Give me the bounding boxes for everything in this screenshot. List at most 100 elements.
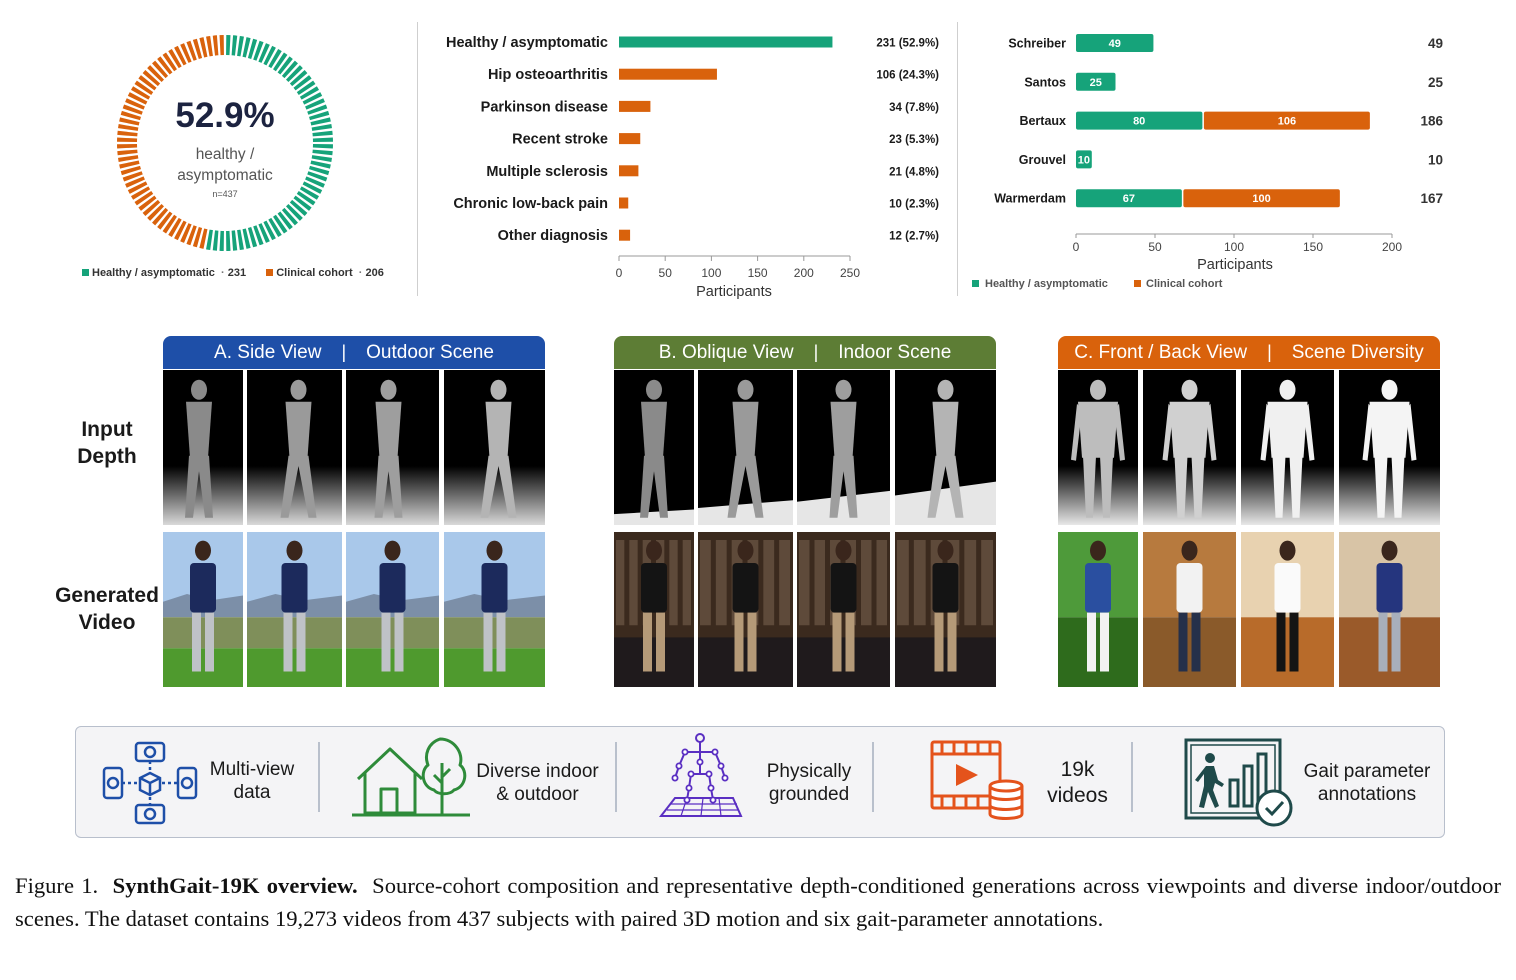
donut-segment-healthy [212,230,219,251]
generated-video-frame [444,532,545,687]
category-label: Hip osteoarthritis [488,67,608,83]
bar [619,68,717,80]
feature-divider [1131,742,1133,812]
generated-video-frame [614,532,694,687]
data-label: 25 [1090,77,1102,89]
donut-segment-clinical [118,155,139,162]
feature-4-line-2: videos [1047,784,1108,807]
panel-b-subtitle: Indoor Scene [838,341,952,363]
donut-segment-clinical [206,36,213,57]
donut-segment-healthy [307,171,328,182]
feature-2-line-1: Diverse indoor [476,761,599,782]
feature-1-line-1: Multi-view [209,759,295,780]
data-label: 67 [1123,193,1135,205]
video-database-icon [930,740,1024,820]
data-label: 80 [1133,116,1145,128]
video-image [1058,532,1138,687]
legend-label-healthy: Healthy / asymptomatic [92,267,215,279]
feature-3-line-1: Physically [766,761,852,782]
legend-swatch-healthy [972,280,979,287]
panel-c-separator: | [1267,342,1272,362]
donut-segment-healthy [253,225,264,246]
walking-person [641,540,667,672]
bar [619,165,639,177]
donut-segment-healthy [305,98,325,110]
depth-frame [247,370,342,525]
panel-a-title: A. Side View [214,341,322,363]
donut-segment-clinical [125,176,145,188]
donut-segment-healthy [286,204,303,221]
donut-segment-clinical [199,228,208,249]
donut-segment-clinical [219,35,224,56]
caption-text: Source-cohort composition and representa… [15,873,1501,931]
feature-divider [318,742,320,812]
donut-segment-healthy [247,38,258,59]
total-label: 10 [1428,152,1443,167]
video-image [1241,532,1334,687]
donut-segment-clinical [122,171,143,182]
donut-segment-healthy [263,45,276,66]
depth-image [698,370,793,525]
walking-person [732,540,759,672]
donut-label-2: asymptomatic [177,167,273,184]
generated-video-frame [1339,532,1440,687]
donut-segment-healthy [231,35,238,56]
divider [417,22,418,296]
donut-segment-clinical [174,45,187,66]
row-label-generated-video: Generated Video [52,582,162,636]
walking-person [1376,540,1403,672]
donut-segment-healthy [226,35,231,56]
donut-segment-clinical [212,35,219,56]
donut-segment-clinical [199,37,208,58]
gait-annotation-icon [1184,738,1293,827]
bar [619,197,629,209]
x-tick-label: 50 [659,266,673,280]
feature-5-line-2: annotations [1317,784,1417,805]
category-label: Bertaux [1019,114,1066,128]
donut-segment-healthy [310,117,331,126]
data-label: 23 (5.3%) [889,134,939,146]
x-tick-label: 0 [1073,240,1080,254]
depth-frame [797,370,890,525]
walking-person [1085,540,1111,672]
donut-segment-clinical [142,199,161,216]
depth-frame [1339,370,1440,525]
person-silhouette [1071,379,1125,518]
donut-segment-healthy [237,229,244,250]
depth-frame [1143,370,1236,525]
donut-segment-healthy [305,176,325,188]
legend-label-clinical: Clinical cohort [276,267,353,279]
donut-label-1: healthy / [195,146,255,163]
donut-segment-healthy [237,36,244,57]
bar [1203,111,1370,130]
donut-segment-healthy [281,60,298,79]
depth-image [1241,370,1334,525]
donut-segment-healthy [231,230,238,251]
data-label: 100 [1252,193,1270,205]
donut-segment-clinical [157,211,173,230]
donut-segment-healthy [281,207,298,226]
depth-frame [346,370,439,525]
depth-frame [1058,370,1138,525]
depth-image [797,370,890,525]
data-label: 10 [1078,154,1090,166]
video-image [1339,532,1440,687]
x-tick-label: 150 [748,266,768,280]
donut-segment-clinical [117,130,138,137]
legend-swatch-healthy [82,269,89,276]
donut-percent: 52.9% [175,96,275,135]
walking-person [481,540,508,672]
donut-segment-healthy [307,104,328,115]
donut-segment-clinical [117,149,138,156]
walking-person [1176,540,1203,672]
donut-segment-healthy [302,92,323,105]
donut-segment-healthy [310,160,331,169]
donut-segment-healthy [309,165,330,176]
row-label-input-depth: Input Depth [52,416,162,470]
generated-video-frame [698,532,793,687]
x-tick-label: 250 [840,266,860,280]
bar [619,229,631,241]
donut-segment-clinical [180,43,192,63]
category-label: Other diagnosis [498,228,608,244]
depth-frame [444,370,545,525]
